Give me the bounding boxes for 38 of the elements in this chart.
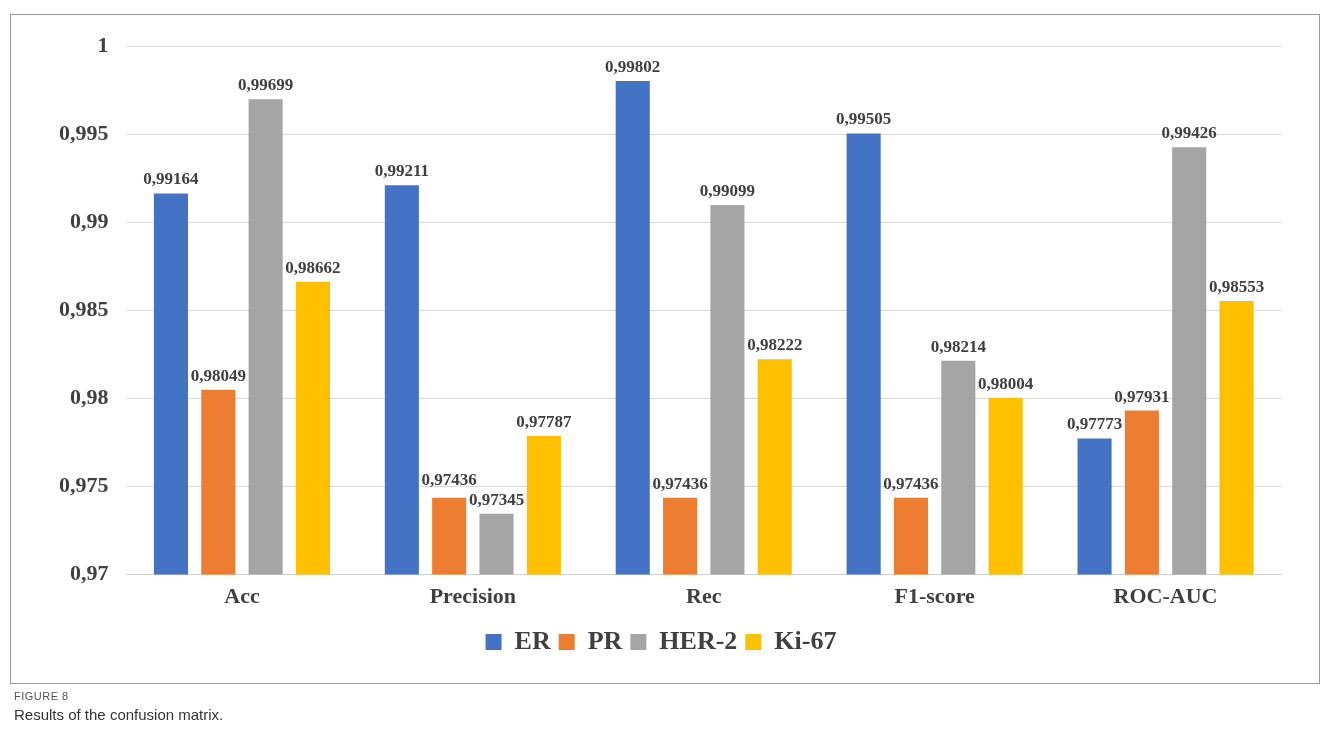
caption: FIGURE 8 xyxy=(14,690,70,702)
x-tick-label: Rec xyxy=(686,583,722,609)
data-label: 0,99426 xyxy=(1161,123,1217,143)
data-label: 0,99699 xyxy=(237,75,294,95)
data-label: 0,98662 xyxy=(285,257,341,277)
data-label: 0,98214 xyxy=(930,336,987,356)
y-tick-label: 0,985 xyxy=(59,296,109,322)
legend-label: Ki-67 xyxy=(774,625,837,655)
data-label: 0,97436 xyxy=(652,473,708,493)
y-tick-label: 0,98 xyxy=(70,384,109,410)
data-label: 0,98049 xyxy=(190,365,246,385)
y-tick-label: 0,995 xyxy=(59,119,109,145)
data-label: 0,99099 xyxy=(699,180,756,200)
data-label: 0,99211 xyxy=(374,161,429,181)
x-tick-label: Acc xyxy=(224,583,260,609)
data-label: 0,99164 xyxy=(143,169,200,189)
x-tick-label: ROC-AUC xyxy=(1113,583,1218,609)
data-label: 0,97931 xyxy=(1114,386,1170,406)
x-tick-label: F1-score xyxy=(894,583,975,609)
data-label: 0,97773 xyxy=(1066,414,1123,434)
data-label: 0,97436 xyxy=(883,473,939,493)
y-tick-label: 0,975 xyxy=(59,472,109,498)
y-tick-label: 1 xyxy=(97,31,109,57)
data-label: 0,99505 xyxy=(836,109,892,129)
legend-label: ER xyxy=(514,625,551,655)
y-tick-label: 0,99 xyxy=(70,208,109,234)
legend-label: PR xyxy=(587,625,623,655)
data-label: 0,98004 xyxy=(978,373,1034,393)
data-label: 0,97436 xyxy=(421,469,477,489)
legend-label: HER-2 xyxy=(659,625,738,655)
text: Results of the confusion matrix. xyxy=(14,706,224,723)
data-label: 0,98553 xyxy=(1208,276,1265,296)
data-label: 0,97787 xyxy=(516,411,572,431)
data-label: 0,99802 xyxy=(605,56,661,76)
data-label: 0,98222 xyxy=(747,335,803,355)
data-label: 0,97345 xyxy=(468,489,525,509)
y-tick-label: 0,97 xyxy=(70,560,109,586)
x-tick-label: Precision xyxy=(429,583,517,609)
